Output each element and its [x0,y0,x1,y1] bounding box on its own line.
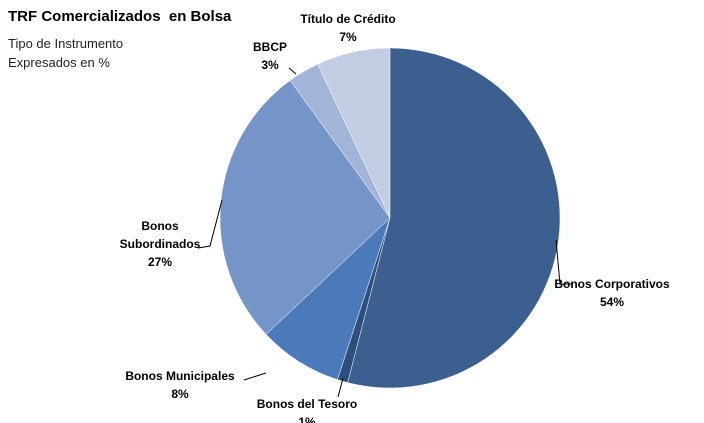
slice-label: Bonos Subordinados 27% [110,217,210,271]
value-label: 27% [147,255,173,269]
category-label: Bonos del Tesoro [256,397,358,411]
leader-line [288,67,297,75]
slice-label: Bonos del Tesoro 1% [237,395,377,423]
slice-label: BBCP 3% [240,38,300,74]
pie-slice [347,47,561,389]
chart-subtitle: Tipo de Instrumento [8,36,124,51]
leader-line [197,199,223,249]
category-label: BBCP [252,40,287,54]
value-label: 54% [599,295,625,309]
category-label: Bonos Subordinados [119,219,201,251]
slice-label: Título de Crédito 7% [278,10,418,46]
category-label: Título de Crédito [300,12,396,26]
leader-line [555,239,572,285]
category-label: Bonos Corporativos [554,277,670,291]
chart-title: TRF Comercializados en Bolsa [8,8,232,25]
slice-label: Bonos Corporativos 54% [542,275,682,311]
leader-line [337,377,344,398]
value-label: 8% [171,387,189,401]
category-label: Bonos Municipales [125,369,235,383]
value-label: 3% [261,58,279,72]
leader-lines [197,67,572,398]
value-label: 1% [298,415,316,423]
pie-slice [219,80,391,335]
slice-label: Bonos Municipales 8% [110,367,250,403]
value-label: 7% [339,30,357,44]
leader-line [243,372,267,381]
chart-subtitle: Expresados en % [8,55,110,70]
